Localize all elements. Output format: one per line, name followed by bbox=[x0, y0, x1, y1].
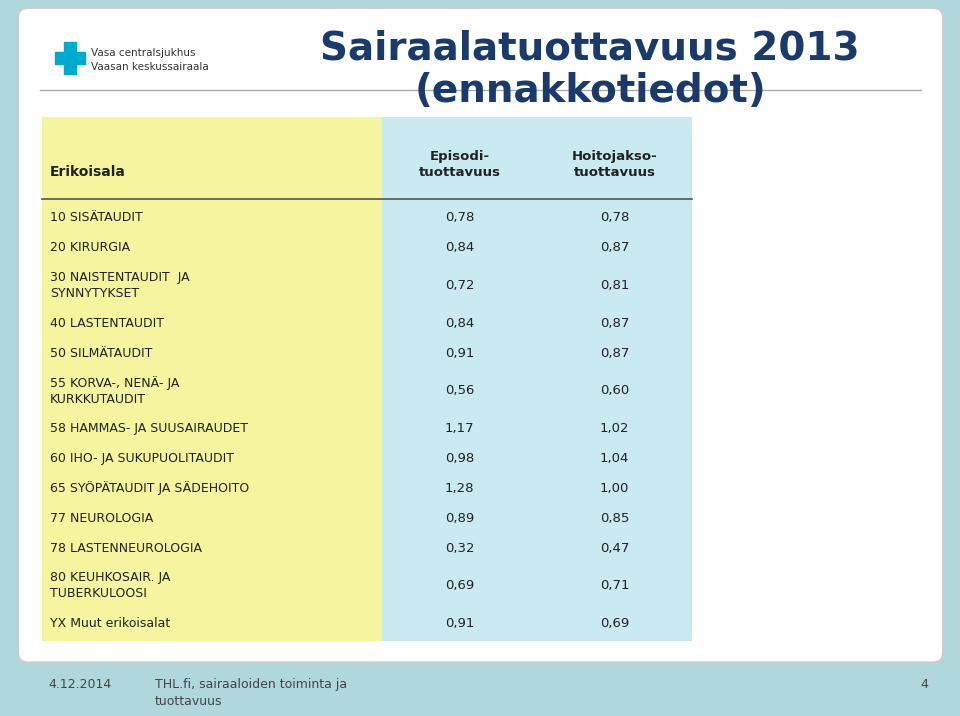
Text: 0,69: 0,69 bbox=[600, 617, 629, 630]
Text: Vasa centralsjukhus: Vasa centralsjukhus bbox=[91, 48, 196, 58]
Text: 0,85: 0,85 bbox=[600, 512, 629, 525]
Text: 0,91: 0,91 bbox=[444, 347, 474, 359]
Text: 1,00: 1,00 bbox=[600, 482, 629, 495]
Text: 0,47: 0,47 bbox=[600, 541, 629, 555]
Text: Sairaalatuottavuus 2013: Sairaalatuottavuus 2013 bbox=[321, 30, 860, 68]
Text: 20 KIRURGIA: 20 KIRURGIA bbox=[50, 241, 131, 254]
FancyBboxPatch shape bbox=[18, 8, 943, 662]
Text: 0,84: 0,84 bbox=[444, 316, 474, 330]
Bar bbox=[55, 52, 85, 64]
Bar bbox=[64, 42, 76, 74]
Text: 78 LASTENNEUROLOGIA: 78 LASTENNEUROLOGIA bbox=[50, 541, 202, 555]
Bar bbox=[42, 117, 382, 641]
Text: 0,69: 0,69 bbox=[444, 579, 474, 592]
Text: 65 SYÖPÄTAUDIT JA SÄDEHOITO: 65 SYÖPÄTAUDIT JA SÄDEHOITO bbox=[50, 481, 250, 495]
Text: (ennakkotiedot): (ennakkotiedot) bbox=[414, 72, 766, 110]
Text: Episodi-
tuottavuus: Episodi- tuottavuus bbox=[419, 150, 500, 178]
Text: 1,28: 1,28 bbox=[444, 482, 474, 495]
Text: 0,89: 0,89 bbox=[444, 512, 474, 525]
Text: 0,87: 0,87 bbox=[600, 241, 629, 254]
Text: 77 NEUROLOGIA: 77 NEUROLOGIA bbox=[50, 512, 154, 525]
Text: 10 SISÄTAUDIT: 10 SISÄTAUDIT bbox=[50, 211, 143, 224]
Text: 0,78: 0,78 bbox=[444, 211, 474, 224]
Text: 0,72: 0,72 bbox=[444, 279, 474, 292]
Text: 30 NAISTENTAUDIT  JA
SYNNYTYKSET: 30 NAISTENTAUDIT JA SYNNYTYKSET bbox=[50, 271, 190, 300]
Text: 0,56: 0,56 bbox=[444, 384, 474, 397]
Bar bbox=[382, 117, 692, 641]
Text: 1,04: 1,04 bbox=[600, 452, 629, 465]
Text: 0,60: 0,60 bbox=[600, 384, 629, 397]
Text: 58 HAMMAS- JA SUUSAIRAUDET: 58 HAMMAS- JA SUUSAIRAUDET bbox=[50, 422, 248, 435]
Text: 0,32: 0,32 bbox=[444, 541, 474, 555]
Text: Hoitojakso-
tuottavuus: Hoitojakso- tuottavuus bbox=[571, 150, 658, 178]
Text: 0,84: 0,84 bbox=[444, 241, 474, 254]
Text: 4: 4 bbox=[920, 678, 928, 692]
Text: 1,02: 1,02 bbox=[600, 422, 629, 435]
Text: 40 LASTENTAUDIT: 40 LASTENTAUDIT bbox=[50, 316, 164, 330]
Text: 0,78: 0,78 bbox=[600, 211, 629, 224]
Text: Erikoisala: Erikoisala bbox=[50, 165, 126, 179]
Text: THL.fi, sairaaloiden toiminta ja
tuottavuus: THL.fi, sairaaloiden toiminta ja tuottav… bbox=[155, 678, 348, 708]
Text: YX Muut erikoisalat: YX Muut erikoisalat bbox=[50, 617, 170, 630]
Text: 0,81: 0,81 bbox=[600, 279, 629, 292]
Text: 1,17: 1,17 bbox=[444, 422, 474, 435]
Text: 60 IHO- JA SUKUPUOLITAUDIT: 60 IHO- JA SUKUPUOLITAUDIT bbox=[50, 452, 234, 465]
Text: 0,87: 0,87 bbox=[600, 347, 629, 359]
Text: 80 KEUHKOSAIR. JA
TUBERKULOOSI: 80 KEUHKOSAIR. JA TUBERKULOOSI bbox=[50, 571, 170, 600]
Text: 0,91: 0,91 bbox=[444, 617, 474, 630]
Text: 50 SILMÄTAUDIT: 50 SILMÄTAUDIT bbox=[50, 347, 153, 359]
Text: 0,71: 0,71 bbox=[600, 579, 629, 592]
Text: 0,98: 0,98 bbox=[444, 452, 474, 465]
Text: 0,87: 0,87 bbox=[600, 316, 629, 330]
Text: 4.12.2014: 4.12.2014 bbox=[48, 678, 111, 692]
Text: 55 KORVA-, NENÄ- JA
KURKKUTAUDIT: 55 KORVA-, NENÄ- JA KURKKUTAUDIT bbox=[50, 376, 180, 406]
Text: Vaasan keskussairaala: Vaasan keskussairaala bbox=[91, 62, 208, 72]
